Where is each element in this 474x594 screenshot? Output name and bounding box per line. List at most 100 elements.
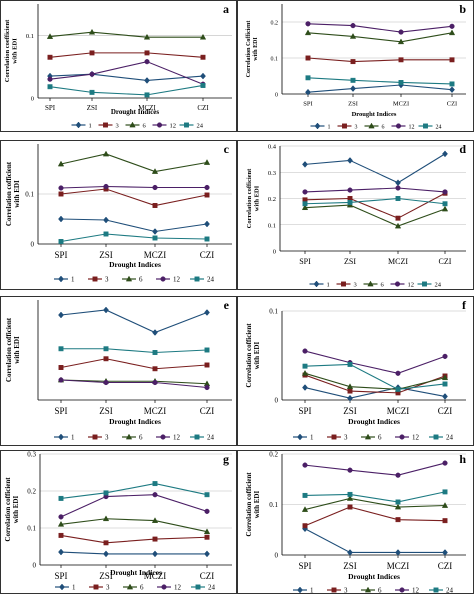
data-point-3	[47, 54, 53, 60]
y-tick-label: 0	[275, 93, 278, 99]
y-tick-label: 0.2	[268, 196, 276, 203]
x-tick-label: MCZI	[393, 101, 409, 108]
legend-marker	[342, 123, 347, 129]
data-point-1	[152, 550, 158, 558]
data-point-12	[204, 184, 210, 191]
data-point-24	[347, 361, 353, 367]
data-point-6	[143, 33, 151, 40]
legend-marker	[367, 280, 374, 287]
legend-label: 3	[344, 587, 348, 594]
series-line-6	[49, 31, 203, 38]
y-tick-label: 0.2	[27, 488, 36, 496]
legend-item: 3	[88, 276, 109, 284]
legend-marker	[331, 587, 337, 593]
legend-marker	[58, 433, 64, 441]
series-line-6	[304, 372, 446, 390]
legend-item: 12	[157, 584, 182, 592]
data-point-1	[103, 550, 109, 558]
data-point-6	[151, 517, 159, 523]
panel-a: 0 0.1 SPI ZSI MCZI CZI Correlation coefficient…	[0, 0, 237, 132]
legend-marker	[103, 122, 108, 128]
data-point-6	[151, 168, 159, 174]
legend-marker	[297, 433, 303, 441]
x-tick-label: SPI	[298, 406, 311, 416]
x-tick-label: CZI	[200, 250, 215, 260]
y-axis-label: Correlation cofficientwith EDI	[245, 323, 261, 388]
y-axis-label-line2: with EDI	[253, 491, 261, 519]
x-tick-label: MCZI	[144, 571, 167, 581]
data-point-3	[58, 532, 64, 538]
legend-marker	[433, 434, 439, 440]
x-tick-label: MCZI	[144, 406, 167, 416]
data-point-12	[347, 187, 353, 193]
data-point-3	[204, 192, 210, 198]
legend-item: 24	[190, 434, 215, 442]
legend-marker	[93, 584, 99, 590]
data-point-24	[204, 236, 210, 242]
data-point-24	[302, 363, 308, 369]
data-point-6	[301, 204, 309, 211]
data-point-3	[395, 215, 401, 221]
x-tick-label: CZI	[438, 561, 453, 571]
y-tick-label: 0.1	[27, 525, 36, 533]
y-tick-label: 0.2	[271, 21, 279, 27]
x-tick-label: CZI	[200, 571, 215, 581]
data-point-6	[441, 374, 449, 381]
legend-marker	[331, 434, 337, 440]
data-point-24	[442, 489, 448, 495]
series-line-24	[60, 233, 208, 243]
series-line-3	[60, 358, 208, 370]
y-tick-label: 0.1	[269, 501, 278, 509]
series-line-12	[49, 61, 204, 85]
y-axis-label-line1: Correlation cofficient	[245, 323, 253, 388]
x-tick-label: MCZI	[144, 250, 167, 260]
data-point-12	[305, 21, 311, 27]
y-axis-label-line1: Correlation cofficient	[246, 168, 253, 228]
y-axis-label: Correlation Cofficientwith EDI	[246, 21, 259, 78]
panel-letter: d	[459, 142, 466, 156]
legend-label: 3	[105, 434, 109, 442]
panel-g: 0 0.1 0.2 0.3 SPI ZSI MCZI CZI Correlation coffi…	[0, 450, 237, 594]
data-point-3	[58, 365, 64, 370]
x-axis-label: Drought Indices	[348, 417, 400, 426]
data-point-6	[301, 506, 309, 512]
data-point-1	[103, 306, 109, 314]
legend-label: 12	[409, 125, 415, 131]
legend-label: 1	[71, 276, 75, 284]
legend-label: 6	[381, 282, 385, 289]
y-axis-label-line1: Correlation Cofficient	[246, 21, 252, 78]
legend-label: 24	[446, 434, 454, 442]
series-line-24	[49, 84, 204, 96]
legend-label: 24	[436, 125, 442, 131]
data-point-6	[46, 33, 54, 39]
legend-item: 3	[337, 123, 358, 131]
x-tick-label: SPI	[298, 561, 311, 571]
legend-label: 24	[207, 434, 215, 442]
legend-marker	[368, 122, 375, 129]
legend-item: 3	[327, 587, 348, 594]
x-tick-label: ZSI	[99, 406, 113, 416]
legend-item: 6	[361, 587, 382, 594]
legend-item: 12	[152, 122, 176, 130]
legend-label: 3	[354, 282, 357, 289]
y-axis-label-line2: with EDI	[12, 38, 19, 64]
data-point-12	[442, 189, 448, 195]
legend-item: 6	[123, 584, 144, 592]
legend-label: 12	[173, 276, 181, 284]
legend-label: 12	[412, 434, 420, 442]
legend-marker	[92, 276, 98, 282]
series-line-24	[304, 491, 446, 503]
legend-item: 12	[156, 276, 181, 284]
data-point-12	[449, 23, 455, 29]
legend-item: 24	[191, 584, 216, 592]
x-axis-label: Drought Indices	[109, 260, 161, 269]
data-point-6	[304, 29, 312, 36]
data-point-3	[350, 59, 356, 65]
y-tick-label: 0	[275, 552, 279, 560]
legend-label: 12	[408, 282, 415, 289]
x-tick-label: SPI	[54, 250, 67, 260]
panel-letter: c	[224, 142, 230, 156]
legend-item: 12	[395, 587, 420, 594]
data-point-3	[152, 366, 158, 372]
y-tick-label: 0.1	[26, 33, 34, 40]
